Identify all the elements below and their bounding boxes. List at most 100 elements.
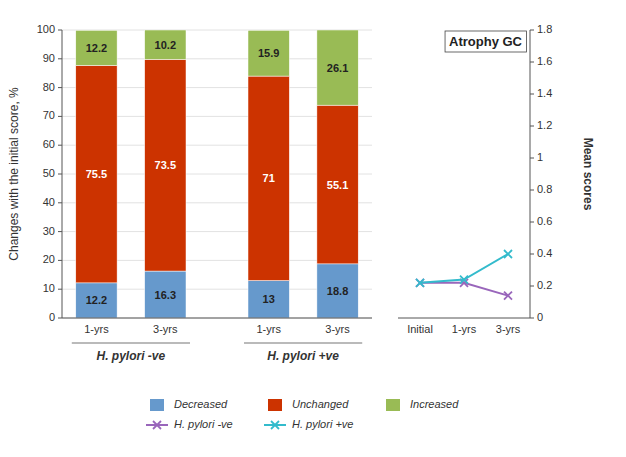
axis-label: Changes with the initial score, %	[7, 87, 21, 261]
marker	[460, 276, 468, 284]
tick-label: 0	[537, 311, 543, 323]
legend-item: H. pylori -ve	[146, 418, 233, 430]
legend-swatch	[268, 399, 282, 411]
tick-mark	[530, 30, 534, 31]
tick-label: 0.2	[537, 279, 552, 291]
marker	[416, 279, 424, 287]
legend-item: Increased	[386, 398, 459, 411]
data-label: 26.1	[327, 62, 348, 74]
tick-label: 0.6	[537, 215, 552, 227]
marker-stroke	[416, 279, 424, 287]
legend-label: Decreased	[174, 398, 228, 410]
tick-label: 0.8	[537, 183, 552, 195]
tick-label: Initial	[407, 323, 433, 335]
legend-swatch	[150, 399, 164, 411]
tick-mark	[58, 30, 62, 31]
data-label: 12.2	[86, 42, 107, 54]
chart-svg: 010203040506070809010012.275.512.216.373…	[0, 0, 626, 457]
data-label: 10.2	[155, 39, 176, 51]
bar-segment	[76, 283, 117, 318]
title-box: Atrophy GC	[445, 31, 527, 52]
tick-label: 70	[43, 109, 55, 121]
grid-line	[62, 318, 372, 319]
legend-label: H. pylori +ve	[292, 418, 353, 430]
tick-label: 1-yrs	[452, 323, 477, 335]
tick-label: 3-yrs	[325, 323, 350, 335]
tick-mark	[58, 116, 62, 117]
tick-label: 1-yrs	[256, 323, 281, 335]
marker-stroke	[271, 421, 279, 429]
bars	[76, 30, 358, 318]
tick-mark	[58, 58, 62, 59]
data-label: 55.1	[327, 179, 348, 191]
chart-container: 010203040506070809010012.275.512.216.373…	[0, 0, 626, 457]
marker-stroke	[504, 292, 512, 300]
bar-segment	[248, 281, 289, 318]
marker-stroke	[460, 276, 468, 284]
tick-label: 30	[43, 225, 55, 237]
legend-item: Unchanged	[268, 398, 349, 411]
line-chart: 00.20.40.60.811.21.41.61.8Initial1-yrs3-…	[398, 23, 595, 335]
tick-mark	[58, 289, 62, 290]
tick-mark	[530, 286, 534, 287]
tick-label: 80	[43, 81, 55, 93]
tick-mark	[530, 254, 534, 255]
marker-stroke	[504, 250, 512, 258]
data-label: 71	[263, 172, 275, 184]
x-axis-line	[398, 318, 530, 319]
marker-stroke	[153, 421, 161, 429]
legend-label: Increased	[410, 398, 459, 410]
tick-mark	[530, 190, 534, 191]
bar-chart: 010203040506070809010012.275.512.216.373…	[7, 23, 372, 363]
tick-mark	[530, 94, 534, 95]
tick-mark	[58, 145, 62, 146]
marker-stroke	[504, 292, 512, 300]
tick-label: 0.4	[537, 247, 552, 259]
marker	[504, 250, 512, 258]
data-label: 75.5	[86, 168, 107, 180]
tick-label: 10	[43, 282, 55, 294]
marker-stroke	[153, 421, 161, 429]
title-frame	[445, 31, 527, 52]
bar-segment	[145, 59, 186, 271]
marker	[504, 292, 512, 300]
tick-label: 40	[43, 196, 55, 208]
data-label: 16.3	[155, 289, 176, 301]
tick-label: 50	[43, 167, 55, 179]
tick-label: 1.6	[537, 55, 552, 67]
marker-stroke	[416, 279, 424, 287]
tick-label: 1.4	[537, 87, 552, 99]
bar-segment	[317, 105, 358, 264]
bar-segment	[248, 30, 289, 76]
tick-mark	[530, 222, 534, 223]
marker-stroke	[460, 276, 468, 284]
tick-mark	[530, 62, 534, 63]
tick-label: 3-yrs	[153, 323, 178, 335]
line-path	[420, 283, 508, 296]
tick-label: 1.2	[537, 119, 552, 131]
legend-item: Decreased	[150, 398, 228, 411]
marker-stroke	[504, 250, 512, 258]
tick-label: 100	[37, 23, 55, 35]
tick-mark	[58, 174, 62, 175]
group-label: H. pylori -ve	[97, 349, 166, 363]
tick-label: 3-yrs	[496, 323, 521, 335]
data-label: 73.5	[155, 159, 176, 171]
bar-segment	[76, 30, 117, 65]
legend: Decreased Unchanged Increased H. pylori -ve…	[146, 398, 459, 430]
bar-segment	[76, 65, 117, 282]
tick-mark	[58, 231, 62, 232]
tick-label: 0	[49, 311, 55, 323]
tick-mark	[58, 260, 62, 261]
chart-title: Atrophy GC	[449, 34, 523, 49]
y-axis-line	[62, 30, 63, 318]
tick-mark	[530, 158, 534, 159]
bar-segment	[145, 30, 186, 59]
tick-mark	[58, 318, 62, 319]
legend-item: H. pylori +ve	[264, 418, 353, 430]
legend-swatch	[386, 399, 400, 411]
tick-label: 1.8	[537, 23, 552, 35]
tick-mark	[58, 202, 62, 203]
group-bracket	[244, 342, 362, 343]
legend-label: H. pylori -ve	[174, 418, 233, 430]
